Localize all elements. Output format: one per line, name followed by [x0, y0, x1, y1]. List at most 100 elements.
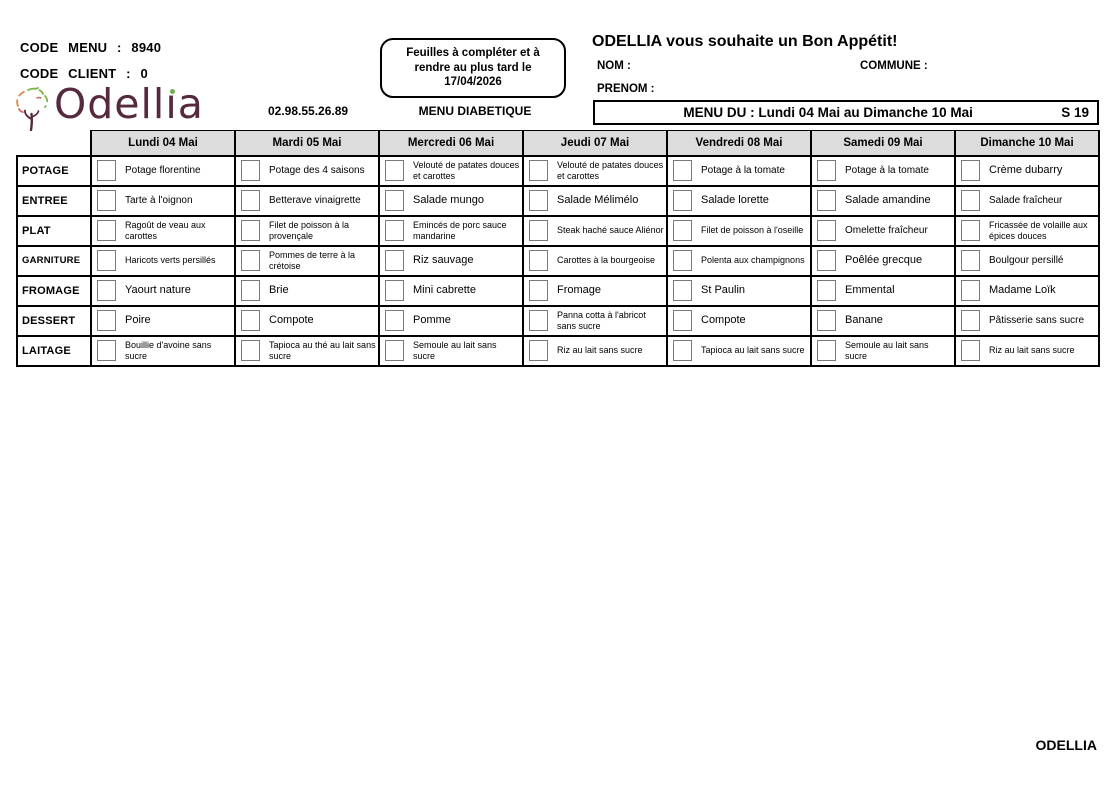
- menu-item-cell: Pomme: [378, 304, 524, 337]
- meal-checkbox[interactable]: [961, 190, 980, 211]
- meal-checkbox[interactable]: [817, 340, 836, 361]
- meal-checkbox[interactable]: [97, 220, 116, 241]
- meal-checkbox[interactable]: [97, 160, 116, 181]
- menu-item-cell: Salade Mélimélo: [522, 184, 668, 217]
- menu-item-cell: St Paulin: [666, 274, 812, 307]
- meal-checkbox[interactable]: [529, 190, 548, 211]
- meal-checkbox[interactable]: [385, 160, 404, 181]
- logo-wordmark: Odellı a: [54, 80, 204, 128]
- meal-checkbox[interactable]: [673, 280, 692, 301]
- menu-item-cell: Emmental: [810, 274, 956, 307]
- menu-item-cell: Filet de poisson à la provençale: [234, 214, 380, 247]
- meal-checkbox[interactable]: [961, 340, 980, 361]
- course-row: FROMAGE Yaourt nature Brie Mini cabrette Fro…: [16, 274, 1100, 307]
- logo-green-dot: [169, 89, 175, 94]
- menu-item-cell: Banane: [810, 304, 956, 337]
- meal-checkbox[interactable]: [529, 160, 548, 181]
- meal-checkbox[interactable]: [97, 280, 116, 301]
- meal-checkbox[interactable]: [385, 220, 404, 241]
- meal-checkbox[interactable]: [817, 220, 836, 241]
- meal-checkbox[interactable]: [817, 250, 836, 271]
- meal-checkbox[interactable]: [241, 280, 260, 301]
- nom-label: NOM :: [597, 60, 631, 72]
- day-header: Mardi 05 Mai: [234, 130, 380, 157]
- meal-name: Compote: [269, 314, 314, 327]
- menu-item-cell: Polenta aux champignons: [666, 244, 812, 277]
- meal-name: Poire: [125, 314, 151, 327]
- course-label: PLAT: [16, 214, 92, 247]
- meal-checkbox[interactable]: [385, 190, 404, 211]
- meal-checkbox[interactable]: [673, 220, 692, 241]
- meal-checkbox[interactable]: [97, 250, 116, 271]
- meal-checkbox[interactable]: [961, 250, 980, 271]
- meal-checkbox[interactable]: [673, 340, 692, 361]
- course-row: DESSERT Poire Compote Pomme Panna cotta à l'…: [16, 304, 1100, 337]
- meal-name: Semoule au lait sans sucre: [413, 339, 497, 361]
- meal-name: Riz au lait sans sucre: [989, 345, 1075, 356]
- meal-name: Potage à la tomate: [701, 164, 785, 176]
- meal-checkbox[interactable]: [241, 190, 260, 211]
- meal-checkbox[interactable]: [241, 310, 260, 331]
- meal-checkbox[interactable]: [673, 160, 692, 181]
- menu-item-cell: Betterave vinaigrette: [234, 184, 380, 217]
- meal-checkbox[interactable]: [385, 340, 404, 361]
- meal-checkbox[interactable]: [529, 280, 548, 301]
- meal-checkbox[interactable]: [817, 190, 836, 211]
- meal-checkbox[interactable]: [961, 280, 980, 301]
- meal-name: Salade Mélimélo: [557, 194, 639, 207]
- meal-name: Emmental: [845, 284, 895, 297]
- meal-checkbox[interactable]: [241, 250, 260, 271]
- meal-checkbox[interactable]: [529, 250, 548, 271]
- menu-period-box: MENU DU : Lundi 04 Mai au Dimanche 10 Ma…: [593, 100, 1099, 125]
- client-codes: CODE MENU : 8940 CODE CLIENT : 0: [20, 40, 161, 92]
- menu-item-cell: Omelette fraîcheur: [810, 214, 956, 247]
- code-client-label: CODE CLIENT :: [20, 66, 131, 81]
- meal-checkbox[interactable]: [97, 340, 116, 361]
- day-header: Dimanche 10 Mai: [954, 130, 1100, 157]
- meal-checkbox[interactable]: [385, 250, 404, 271]
- menu-item-cell: Riz au lait sans sucre: [954, 334, 1100, 367]
- prenom-label: PRENOM :: [597, 83, 655, 95]
- week-number-badge: S 19: [1061, 105, 1089, 120]
- meal-name: Emincés de porc sauce mandarine: [413, 219, 507, 241]
- meal-checkbox[interactable]: [97, 310, 116, 331]
- meal-checkbox[interactable]: [385, 280, 404, 301]
- return-deadline-notice: Feuilles à compléter et à rendre au plus…: [380, 38, 566, 98]
- meal-checkbox[interactable]: [529, 220, 548, 241]
- meal-checkbox[interactable]: [529, 310, 548, 331]
- meal-checkbox[interactable]: [673, 310, 692, 331]
- meal-checkbox[interactable]: [241, 160, 260, 181]
- meal-name: Banane: [845, 314, 883, 327]
- meal-checkbox[interactable]: [97, 190, 116, 211]
- meal-checkbox[interactable]: [961, 160, 980, 181]
- meal-checkbox[interactable]: [961, 310, 980, 331]
- meal-name: Tapioca au thé au lait sans sucre: [269, 339, 376, 361]
- meal-checkbox[interactable]: [673, 250, 692, 271]
- meal-checkbox[interactable]: [241, 220, 260, 241]
- meal-name: Steak haché sauce Aliénor: [557, 225, 664, 236]
- meal-name: Crème dubarry: [989, 164, 1063, 177]
- meal-checkbox[interactable]: [817, 280, 836, 301]
- menu-item-cell: Tapioca au thé au lait sans sucre: [234, 334, 380, 367]
- meal-checkbox[interactable]: [385, 310, 404, 331]
- meal-checkbox[interactable]: [241, 340, 260, 361]
- meal-checkbox[interactable]: [817, 310, 836, 331]
- odellia-tree-icon: [16, 87, 49, 132]
- menu-item-cell: Pommes de terre à la crétoise: [234, 244, 380, 277]
- course-label: FROMAGE: [16, 274, 92, 307]
- meal-checkbox[interactable]: [529, 340, 548, 361]
- course-row: LAITAGE Bouillie d'avoine sans sucre Tapio…: [16, 334, 1100, 367]
- meal-name: Riz au lait sans sucre: [557, 345, 643, 356]
- meal-name: Riz sauvage: [413, 254, 474, 267]
- meal-name: Tapioca au lait sans sucre: [701, 345, 805, 356]
- course-label: POTAGE: [16, 154, 92, 187]
- meal-name: Yaourt nature: [125, 284, 191, 297]
- meal-checkbox[interactable]: [817, 160, 836, 181]
- menu-item-cell: Riz sauvage: [378, 244, 524, 277]
- menu-item-cell: Potage florentine: [90, 154, 236, 187]
- meal-checkbox[interactable]: [961, 220, 980, 241]
- menu-item-cell: Brie: [234, 274, 380, 307]
- meal-checkbox[interactable]: [673, 190, 692, 211]
- menu-item-cell: Riz au lait sans sucre: [522, 334, 668, 367]
